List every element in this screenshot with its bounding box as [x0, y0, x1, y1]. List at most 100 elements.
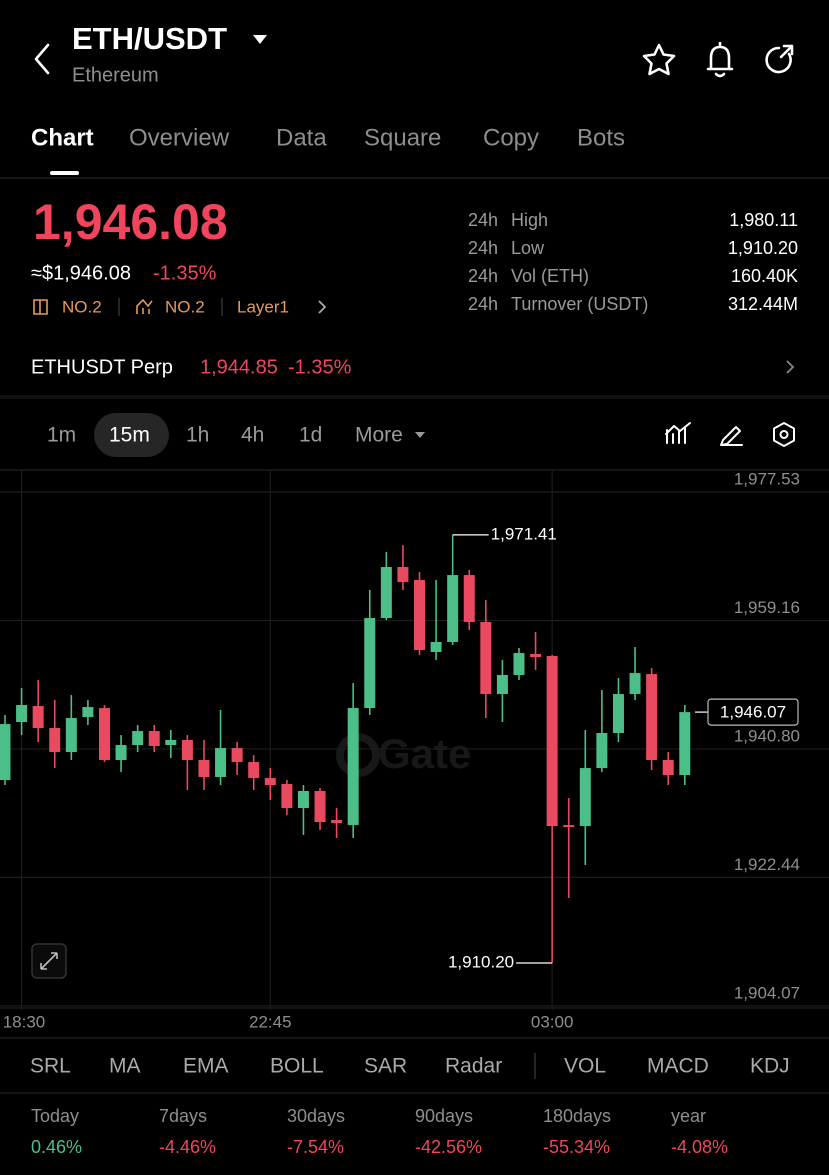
candle-body [231, 748, 243, 763]
candle-body [32, 706, 44, 729]
candle-body [414, 580, 425, 651]
trend-icon [136, 298, 153, 314]
last-price: 1,946.08 [33, 194, 228, 250]
stat-period: 24h [468, 266, 498, 286]
candle-body [148, 731, 160, 747]
candle-body [662, 760, 674, 776]
tag[interactable]: Layer1 [237, 297, 289, 316]
candle-body [165, 740, 177, 746]
stat-period: 24h [468, 210, 498, 230]
extreme-label: 1,910.20 [448, 952, 514, 971]
tag[interactable]: NO.2 [165, 297, 205, 316]
candle-body [612, 694, 624, 734]
performance-value: -4.46% [159, 1137, 216, 1157]
stat-value: 1,910.20 [728, 238, 798, 258]
y-tick-label: 1,977.53 [734, 470, 800, 489]
interval-selected [94, 413, 169, 457]
indicator[interactable]: MACD [647, 1055, 709, 1078]
candle-body [331, 820, 343, 824]
candle-body [397, 567, 409, 583]
stat-name: Low [511, 238, 545, 258]
candle-body [132, 731, 144, 746]
candle-body [314, 790, 326, 823]
tag[interactable]: NO.2 [62, 297, 102, 316]
perp-price: 1,944.85 [200, 356, 278, 378]
tab[interactable]: Overview [129, 124, 230, 151]
indicator-tool[interactable] [665, 422, 691, 444]
x-tick-label: 03:00 [531, 1012, 574, 1031]
performance-period: 30days [287, 1106, 345, 1126]
draw-tool[interactable] [720, 426, 743, 446]
indicator[interactable]: BOLL [270, 1055, 324, 1078]
candle-body [16, 705, 28, 723]
performance-period: 180days [543, 1106, 611, 1126]
performance-value: -4.08% [671, 1137, 728, 1157]
price-change: -1.35% [153, 262, 217, 284]
tab[interactable]: Copy [483, 124, 539, 151]
indicator[interactable]: Radar [445, 1055, 502, 1078]
watermark: Gate [378, 730, 471, 777]
perp-name[interactable]: ETHUSDT Perp [31, 356, 173, 378]
performance-value: -7.54% [287, 1137, 344, 1157]
performance-period: Today [31, 1106, 79, 1126]
candle-body [297, 790, 309, 808]
fiat-price: ≈$1,946.08 [31, 262, 131, 284]
candle-body [49, 728, 61, 753]
pair-subtitle: Ethereum [72, 64, 159, 86]
indicator[interactable]: MA [109, 1055, 141, 1078]
performance-period: 90days [415, 1106, 473, 1126]
interval[interactable]: More [355, 424, 403, 447]
candle-body [513, 653, 525, 676]
candle-body [82, 707, 94, 718]
tab[interactable]: Square [364, 124, 441, 151]
favorite-icon[interactable] [642, 43, 676, 76]
back-button[interactable] [34, 43, 50, 75]
candle-body [248, 762, 260, 779]
candle-body [463, 575, 475, 622]
x-tick-label: 22:45 [249, 1012, 292, 1031]
performance-value: -42.56% [415, 1137, 482, 1157]
candle-body [430, 642, 442, 653]
x-tick-label: 18:30 [3, 1012, 46, 1031]
interval[interactable]: 15m [109, 424, 150, 447]
perp-link[interactable] [786, 360, 795, 374]
tab[interactable]: Data [276, 124, 327, 151]
tags-more[interactable] [318, 300, 327, 314]
stat-value: 1,980.11 [729, 210, 798, 230]
share-icon[interactable] [765, 44, 794, 74]
interval[interactable]: 1d [299, 424, 322, 447]
y-tick-label: 1,940.80 [734, 726, 800, 745]
section-divider [0, 395, 829, 399]
tab[interactable]: Bots [577, 124, 625, 151]
more-caret [415, 432, 425, 438]
candle-body [646, 674, 658, 761]
indicator[interactable]: SRL [30, 1055, 71, 1078]
pair-dropdown[interactable] [253, 35, 267, 44]
settings-tool-center [779, 430, 789, 439]
interval[interactable]: 4h [241, 424, 264, 447]
alert-icon[interactable] [706, 41, 734, 78]
rank-icon [33, 299, 48, 315]
y-tick-label: 1,922.44 [734, 855, 800, 874]
performance-period: 7days [159, 1106, 207, 1126]
extreme-label: 1,971.41 [491, 524, 557, 543]
performance-period: year [671, 1106, 706, 1126]
interval[interactable]: 1m [47, 424, 76, 447]
settings-tool[interactable] [773, 422, 795, 447]
indicator[interactable]: KDJ [750, 1055, 790, 1078]
performance-value: 0.46% [31, 1137, 82, 1157]
tab[interactable]: Chart [31, 124, 94, 151]
last-price-label: 1,946.07 [720, 703, 786, 722]
candle-body [447, 575, 459, 643]
candle-body [364, 618, 376, 709]
candle-body [480, 621, 492, 695]
indicator[interactable]: EMA [183, 1055, 229, 1078]
candle-body [579, 768, 591, 827]
candle-body [496, 675, 508, 695]
candle-body [0, 724, 11, 781]
indicator[interactable]: VOL [564, 1055, 606, 1078]
indicator[interactable]: SAR [364, 1055, 407, 1078]
interval[interactable]: 1h [186, 424, 209, 447]
